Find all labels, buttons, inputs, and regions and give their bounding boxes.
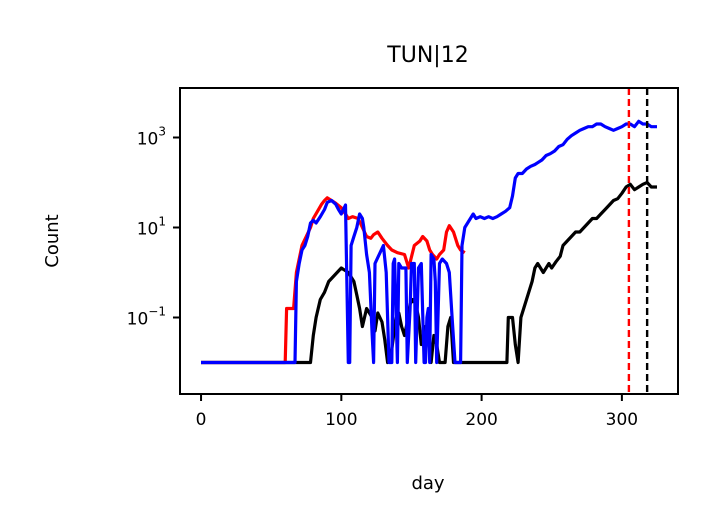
x-axis: 0 100 200 300 — [196, 394, 638, 430]
y-tick-label: 103 — [137, 125, 166, 150]
plot-frame — [179, 87, 679, 395]
series-layer — [201, 119, 657, 365]
x-axis-label: day — [411, 473, 444, 494]
x-tick-label: 300 — [606, 410, 638, 430]
y-tick-label: 101 — [137, 215, 166, 240]
y-axis: 103 101 10−1 — [127, 125, 180, 330]
y-tick-label: 10−1 — [127, 305, 166, 330]
chart-title: TUN|12 — [386, 43, 468, 68]
series-line-3 — [201, 119, 657, 365]
y-axis-label: Count — [42, 214, 63, 267]
x-tick-label: 100 — [325, 410, 357, 430]
x-tick-label: 0 — [196, 410, 207, 430]
x-tick-label: 200 — [465, 410, 497, 430]
vline-layer — [627, 88, 649, 394]
